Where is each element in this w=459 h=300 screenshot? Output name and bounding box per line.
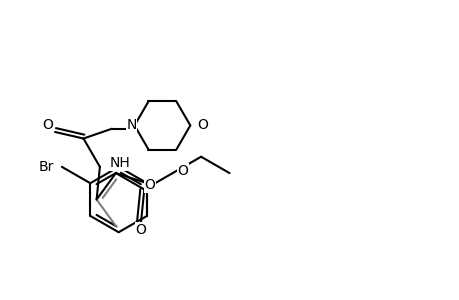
Text: O: O [144,178,155,192]
Text: N: N [126,118,136,133]
Text: Br: Br [39,160,54,174]
Text: O: O [197,118,207,133]
Text: O: O [43,118,53,132]
Text: O: O [135,223,146,237]
Text: O: O [177,164,188,178]
Text: NH: NH [110,156,130,170]
